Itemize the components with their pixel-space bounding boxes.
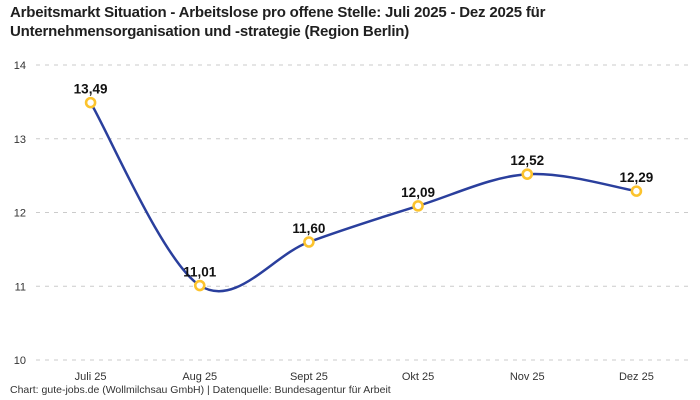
y-axis-tick-label: 14 [14,60,26,72]
x-axis-tick-label: Nov 25 [510,371,545,383]
data-point-value-label: 12,09 [401,185,435,200]
data-point-value-label: 12,52 [510,153,544,168]
data-point-value-label: 12,29 [620,170,654,185]
line-chart: 10 11 12 13 14 Juli 25 Aug 25 Sept 25 Okt 25 Nov … [14,60,691,383]
data-point-value-label: 13,49 [74,82,108,97]
x-axis-tick-label: Okt 25 [402,371,434,383]
chart-footer-credit: Chart: gute-jobs.de (Wollmilchsau GmbH) … [10,384,391,396]
data-point-marker [521,168,534,180]
y-axis-tick-label: 11 [15,281,26,293]
chart-title: Arbeitsmarkt Situation - Arbeitslose pro… [10,4,546,40]
y-axis-tick-label: 12 [14,208,26,220]
x-axis-tick-label: Aug 25 [182,371,217,383]
data-line [89,101,638,293]
data-point-marker [193,279,206,292]
data-point-marker [84,96,97,109]
data-point-value-label: 11,60 [292,221,325,236]
data-point-marker [303,236,315,248]
data-point-value-label: 11,01 [183,265,217,280]
data-point-marker [412,200,424,212]
data-point-marker [630,185,643,197]
x-axis-tick-label: Dez 25 [619,371,654,383]
x-axis-tick-label: Sept 25 [290,371,328,383]
x-axis-tick-label: Juli 25 [75,371,107,383]
y-axis-tick-label: 13 [14,134,26,146]
y-axis-tick-label: 10 [14,355,26,367]
